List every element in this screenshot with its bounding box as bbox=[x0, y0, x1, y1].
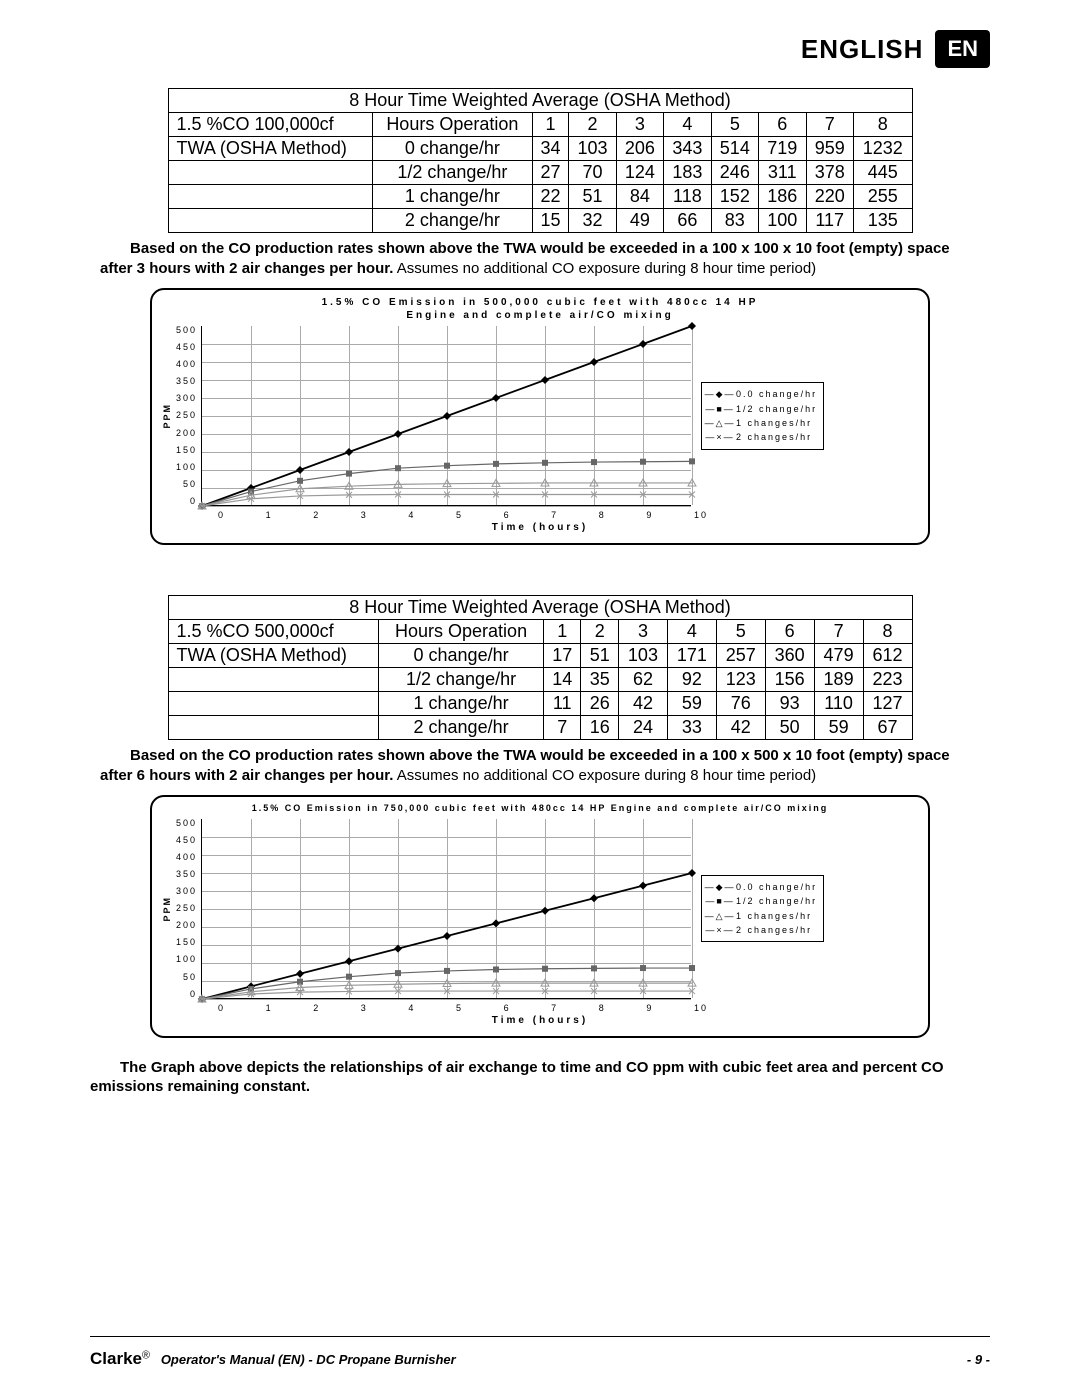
change-rate: 0 change/hr bbox=[379, 644, 544, 668]
twa-label: TWA (OSHA Method) bbox=[168, 137, 372, 161]
table-title: 8 Hour Time Weighted Average (OSHA Metho… bbox=[168, 89, 912, 113]
twa-table-100k: 8 Hour Time Weighted Average (OSHA Metho… bbox=[168, 88, 913, 233]
change-rate: 1 change/hr bbox=[379, 692, 544, 716]
x-ticks: 012345678910 bbox=[218, 510, 708, 520]
footer-rule bbox=[90, 1336, 990, 1337]
hour-col: 4 bbox=[664, 113, 711, 137]
x-axis-label: Time (hours) bbox=[162, 522, 918, 533]
table-row: TWA (OSHA Method) 0 change/hr 3410320634… bbox=[168, 137, 912, 161]
table-row: 1 change/hr 112642597693110127 bbox=[168, 692, 912, 716]
hour-col: 7 bbox=[806, 113, 853, 137]
page-header: ENGLISH EN bbox=[90, 30, 990, 68]
chart-title: 1.5% CO Emission in 750,000 cubic feet w… bbox=[162, 803, 918, 815]
plot-area bbox=[201, 326, 691, 506]
y-ticks: 500450400350300250200150100500 bbox=[176, 819, 197, 999]
twa-label: TWA (OSHA Method) bbox=[168, 644, 379, 668]
hour-col: 3 bbox=[616, 113, 663, 137]
hours-operation-label: Hours Operation bbox=[372, 113, 532, 137]
brand-name: Clarke bbox=[90, 1349, 142, 1368]
page-number: - 9 - bbox=[967, 1352, 990, 1367]
change-rate: 1/2 change/hr bbox=[372, 161, 532, 185]
table-row: 2 change/hr 1532496683100117135 bbox=[168, 209, 912, 233]
caption-2: Based on the CO production rates shown a… bbox=[100, 746, 980, 785]
cf-label: 1.5 %CO 500,000cf bbox=[168, 620, 379, 644]
table-row: 1/2 change/hr 2770124183246311378445 bbox=[168, 161, 912, 185]
hour-col: 2 bbox=[569, 113, 616, 137]
chart-title: 1.5% CO Emission in 500,000 cubic feet w… bbox=[162, 296, 918, 322]
hours-operation-label: Hours Operation bbox=[379, 620, 544, 644]
hour-col: 6 bbox=[759, 113, 806, 137]
table-row: TWA (OSHA Method) 0 change/hr 1751103171… bbox=[168, 644, 912, 668]
x-axis-label: Time (hours) bbox=[162, 1015, 918, 1026]
y-ticks: 500450400350300250200150100500 bbox=[176, 326, 197, 506]
y-axis-label: PPM bbox=[162, 403, 172, 429]
hour-col: 1 bbox=[532, 113, 568, 137]
change-rate: 1 change/hr bbox=[372, 185, 532, 209]
change-rate: 2 change/hr bbox=[372, 209, 532, 233]
caption-1: Based on the CO production rates shown a… bbox=[100, 239, 980, 278]
chart-500k: 1.5% CO Emission in 500,000 cubic feet w… bbox=[150, 288, 930, 545]
manual-title: Operator's Manual (EN) - DC Propane Burn… bbox=[161, 1352, 456, 1367]
plot-area bbox=[201, 819, 691, 999]
y-axis-label: PPM bbox=[162, 896, 172, 922]
caption-rest: Assumes no additional CO exposure during… bbox=[393, 767, 816, 784]
chart-legend: —◆—0.0 change/hr—■—1/2 change/hr—△—1 cha… bbox=[701, 382, 824, 450]
chart-legend: —◆—0.0 change/hr—■—1/2 change/hr—△—1 cha… bbox=[701, 875, 824, 943]
chart-750k: 1.5% CO Emission in 750,000 cubic feet w… bbox=[150, 795, 930, 1038]
language-badge: EN bbox=[935, 30, 990, 68]
change-rate: 2 change/hr bbox=[379, 716, 544, 740]
hour-col: 5 bbox=[711, 113, 758, 137]
change-rate: 1/2 change/hr bbox=[379, 668, 544, 692]
table-title: 8 Hour Time Weighted Average (OSHA Metho… bbox=[168, 596, 912, 620]
twa-table-500k: 8 Hour Time Weighted Average (OSHA Metho… bbox=[168, 595, 913, 740]
cf-label: 1.5 %CO 100,000cf bbox=[168, 113, 372, 137]
table-row: 1/2 change/hr 14356292123156189223 bbox=[168, 668, 912, 692]
table-row: 2 change/hr 716243342505967 bbox=[168, 716, 912, 740]
hour-col: 8 bbox=[853, 113, 912, 137]
x-ticks: 012345678910 bbox=[218, 1003, 708, 1013]
table-row: 1 change/hr 225184118152186220255 bbox=[168, 185, 912, 209]
change-rate: 0 change/hr bbox=[372, 137, 532, 161]
caption-rest: Assumes no additional CO exposure during… bbox=[393, 260, 816, 277]
page-footer: Clarke® Operator's Manual (EN) - DC Prop… bbox=[90, 1349, 990, 1369]
language-title: ENGLISH bbox=[801, 34, 924, 65]
final-caption: The Graph above depicts the relationship… bbox=[90, 1058, 980, 1097]
